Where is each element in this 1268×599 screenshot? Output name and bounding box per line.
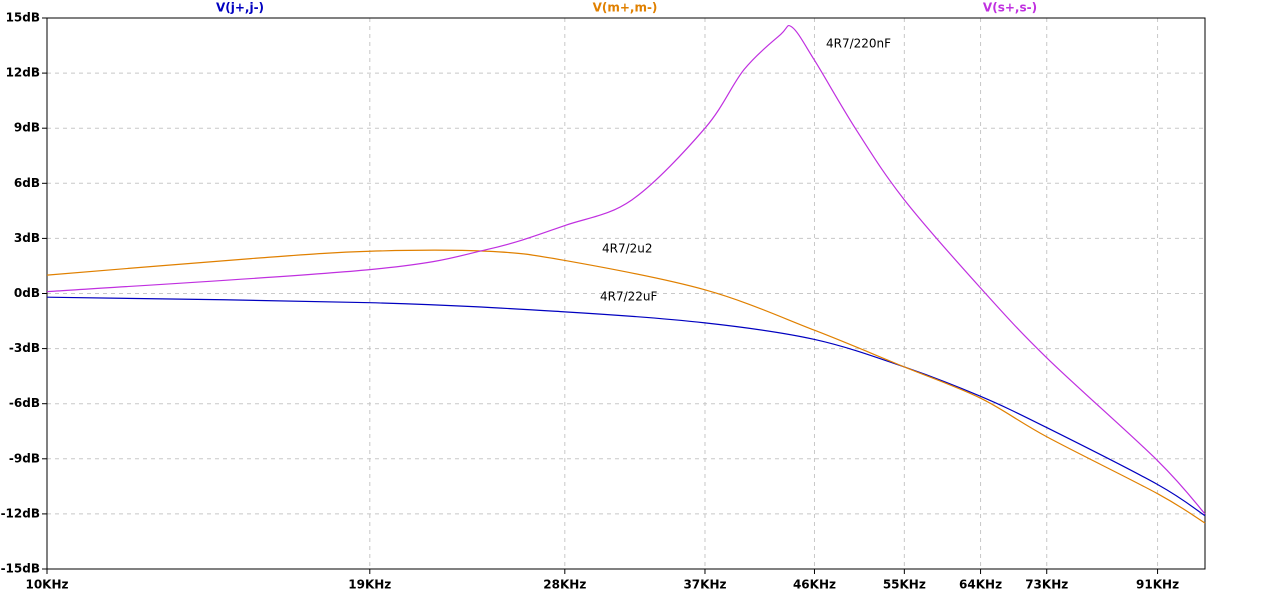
series-line [46, 249, 1206, 524]
y-tick-label: -9dB [9, 451, 40, 465]
legend-entry: V(j+,j-) [216, 1, 264, 15]
x-tick-label: 37KHz [683, 578, 726, 592]
x-tick-label: 10KHz [25, 578, 68, 592]
x-tick-label: 73KHz [1025, 578, 1068, 592]
y-tick-label: 6dB [14, 176, 40, 190]
y-tick-label: -15dB [1, 562, 40, 576]
series-line [46, 296, 1206, 517]
y-tick-label: -12dB [1, 506, 40, 520]
legend-entry: V(m+,m-) [593, 1, 658, 15]
plot-frame [46, 17, 1206, 570]
annotation: 4R7/220nF [826, 37, 891, 51]
annotation: 4R7/2u2 [602, 242, 653, 256]
y-tick-label: 9dB [14, 121, 40, 135]
legend-entry: V(s+,s-) [983, 1, 1037, 15]
x-tick-label: 64KHz [959, 578, 1002, 592]
x-tick-label: 28KHz [543, 578, 586, 592]
y-tick-label: 0dB [14, 286, 40, 300]
x-tick-label: 46KHz [793, 578, 836, 592]
x-tick-label: 91KHz [1136, 578, 1179, 592]
series-line [46, 24, 1206, 515]
x-tick-label: 55KHz [883, 578, 926, 592]
annotation: 4R7/22uF [600, 290, 658, 304]
y-tick-label: 15dB [6, 11, 40, 25]
x-tick-label: 19KHz [348, 578, 391, 592]
y-tick-label: 3dB [14, 231, 40, 245]
y-tick-label: -6dB [9, 396, 40, 410]
y-tick-label: -3dB [9, 341, 40, 355]
y-tick-label: 12dB [6, 66, 40, 80]
